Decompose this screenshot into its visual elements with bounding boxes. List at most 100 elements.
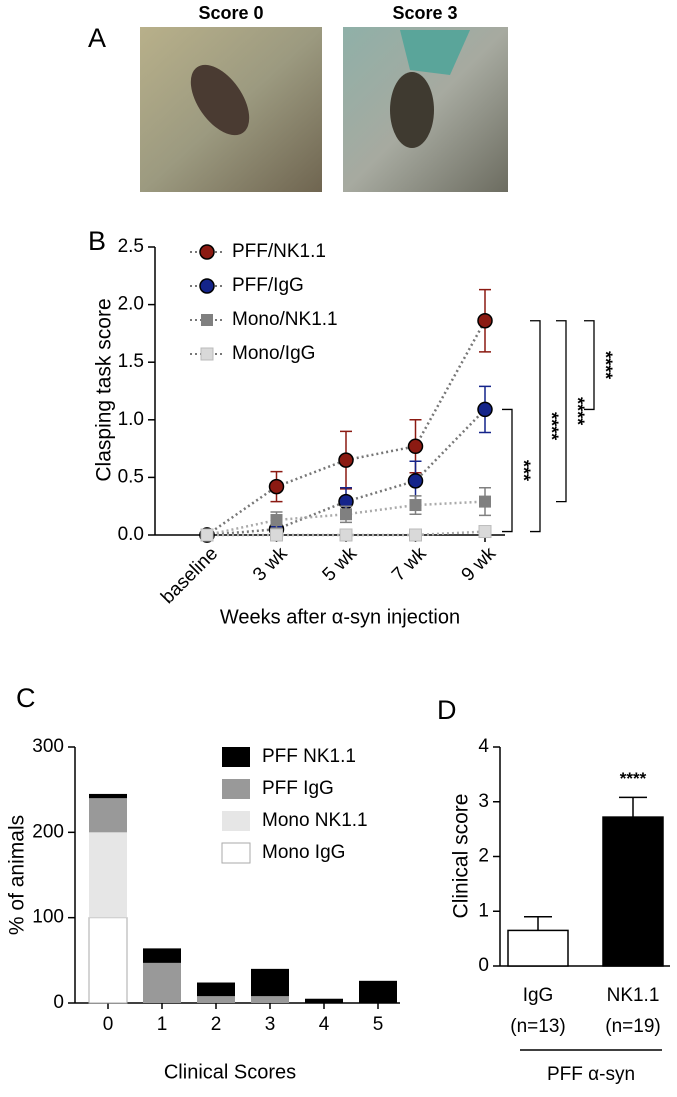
legend-marker: [199, 278, 215, 294]
x-tick-label: 5: [373, 1014, 384, 1035]
x-tick-note: (n=19): [605, 1016, 660, 1037]
mouse: [190, 64, 250, 136]
legend-label: Mono NK1.1: [262, 810, 368, 831]
point: [409, 499, 422, 512]
series-line: [206, 408, 486, 537]
x-tick-label: 2: [211, 1014, 222, 1035]
panel-label: A: [88, 23, 106, 53]
panel-label: D: [437, 695, 457, 725]
series-line: [206, 320, 487, 537]
y-tick-label: 1.5: [118, 351, 144, 372]
y-tick-label: 0.5: [118, 466, 144, 487]
bar-segment: [89, 832, 127, 918]
point: [477, 401, 493, 418]
point: [200, 528, 214, 542]
legend-label: Mono IgG: [262, 842, 345, 863]
significance: ***: [513, 460, 533, 481]
bar: [507, 929, 569, 967]
bracket: [530, 320, 541, 533]
y-tick-label: 2.0: [118, 294, 144, 315]
x-tick-note: (n=13): [510, 1016, 565, 1037]
bar-segment: [197, 996, 235, 1003]
point: [270, 528, 283, 542]
significance: ****: [567, 397, 587, 425]
x-tick-label: 5 wk: [319, 543, 362, 586]
y-axis-title: Clasping task score: [93, 298, 116, 481]
y-tick-label: 0: [478, 955, 489, 976]
x-axis-title: Weeks after α-syn injection: [220, 606, 460, 628]
panel-label: C: [16, 683, 36, 713]
y-tick-label: 1.0: [118, 409, 144, 430]
legend-swatch: [222, 811, 250, 831]
bracket: [584, 320, 595, 411]
bar-segment: [89, 793, 127, 799]
x-tick-label: 1: [157, 1014, 168, 1035]
significance: ****: [620, 769, 647, 788]
bar-segment: [305, 998, 343, 1003]
panel-label: B: [88, 226, 106, 256]
legend-label: Mono/IgG: [232, 343, 315, 364]
y-tick-label: 3: [478, 791, 489, 812]
y-tick-label: 0: [53, 992, 64, 1013]
point: [268, 478, 285, 495]
y-tick-label: 2: [478, 846, 489, 867]
bracket: [556, 320, 567, 503]
group-label: PFF α-syn: [547, 1064, 635, 1085]
bar: [602, 816, 664, 967]
point: [270, 514, 283, 527]
bar-segment: [89, 798, 127, 833]
x-axis-title: Clinical Scores: [164, 1061, 296, 1083]
x-tick-label: NK1.1: [607, 985, 660, 1006]
bar-segment: [143, 948, 181, 963]
legend-label: Mono/NK1.1: [232, 309, 338, 330]
significance: ****: [595, 351, 615, 379]
bar-segment: [197, 982, 235, 997]
x-tick-label: 3 wk: [249, 543, 292, 586]
bar-segment: [251, 968, 289, 997]
x-tick-label: 7 wk: [388, 543, 431, 586]
mouse: [390, 72, 434, 148]
bar-segment: [88, 917, 128, 1004]
legend-label: PFF NK1.1: [262, 746, 356, 767]
point: [407, 438, 424, 455]
y-tick-label: 2.5: [118, 236, 144, 257]
x-tick-label: 4: [319, 1014, 330, 1035]
legend-label: PFF/IgG: [232, 275, 304, 296]
bar-segment: [251, 996, 289, 1003]
y-tick-label: 300: [32, 736, 64, 757]
point: [407, 473, 424, 489]
y-tick-label: 100: [32, 907, 64, 928]
y-tick-label: 0.0: [118, 524, 144, 545]
bar-segment: [143, 962, 181, 1003]
y-axis-title: % of animals: [6, 815, 29, 935]
legend-swatch: [222, 747, 250, 767]
x-tick-label: 0: [103, 1014, 114, 1035]
point: [340, 508, 352, 521]
point: [338, 452, 354, 468]
legend-swatch: [222, 779, 250, 799]
y-axis-title: Clinical score: [450, 794, 473, 919]
x-tick-label: IgG: [523, 985, 554, 1006]
point: [479, 495, 491, 508]
legend-marker: [200, 347, 214, 361]
glove: [400, 30, 470, 75]
legend-swatch: [221, 842, 251, 864]
legend-marker: [201, 314, 213, 326]
point: [478, 525, 492, 539]
legend-label: PFF IgG: [262, 778, 334, 799]
x-tick-label: 3: [265, 1014, 276, 1035]
bar-segment: [359, 980, 397, 1003]
legend-label: PFF/NK1.1: [232, 241, 326, 262]
legend-marker: [199, 244, 215, 260]
y-tick-label: 4: [478, 736, 489, 757]
x-tick-label: 9 wk: [458, 543, 501, 586]
point: [477, 312, 493, 329]
image-title: Score 0: [198, 3, 263, 23]
y-tick-label: 200: [32, 821, 64, 842]
point: [409, 528, 422, 542]
image-title: Score 3: [392, 3, 457, 23]
series-line: [207, 530, 486, 537]
x-tick-label: baseline: [157, 543, 222, 608]
y-tick-label: 1: [478, 900, 489, 921]
